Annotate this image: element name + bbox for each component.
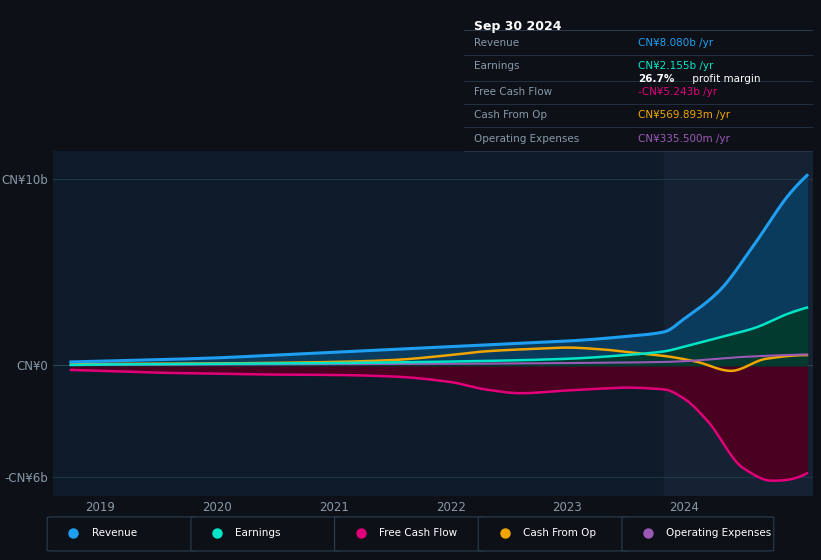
Text: Earnings: Earnings <box>475 61 520 71</box>
Text: 26.7%: 26.7% <box>639 74 675 85</box>
Text: -CN¥5.243b /yr: -CN¥5.243b /yr <box>639 87 718 97</box>
Text: CN¥8.080b /yr: CN¥8.080b /yr <box>639 38 713 48</box>
Text: Earnings: Earnings <box>236 529 281 538</box>
Text: Cash From Op: Cash From Op <box>523 529 595 538</box>
FancyBboxPatch shape <box>622 517 774 551</box>
Text: Revenue: Revenue <box>91 529 136 538</box>
Text: CN¥569.893m /yr: CN¥569.893m /yr <box>639 110 731 120</box>
FancyBboxPatch shape <box>47 517 199 551</box>
Bar <box>664 151 813 496</box>
Text: Cash From Op: Cash From Op <box>475 110 548 120</box>
Text: Operating Expenses: Operating Expenses <box>667 529 772 538</box>
Text: profit margin: profit margin <box>689 74 760 85</box>
Text: Free Cash Flow: Free Cash Flow <box>475 87 553 97</box>
FancyBboxPatch shape <box>478 517 631 551</box>
Text: Free Cash Flow: Free Cash Flow <box>379 529 457 538</box>
Text: CN¥335.500m /yr: CN¥335.500m /yr <box>639 134 730 144</box>
FancyBboxPatch shape <box>190 517 343 551</box>
Text: CN¥2.155b /yr: CN¥2.155b /yr <box>639 61 713 71</box>
Text: Revenue: Revenue <box>475 38 520 48</box>
Text: Sep 30 2024: Sep 30 2024 <box>475 20 562 33</box>
FancyBboxPatch shape <box>335 517 487 551</box>
Text: Operating Expenses: Operating Expenses <box>475 134 580 144</box>
